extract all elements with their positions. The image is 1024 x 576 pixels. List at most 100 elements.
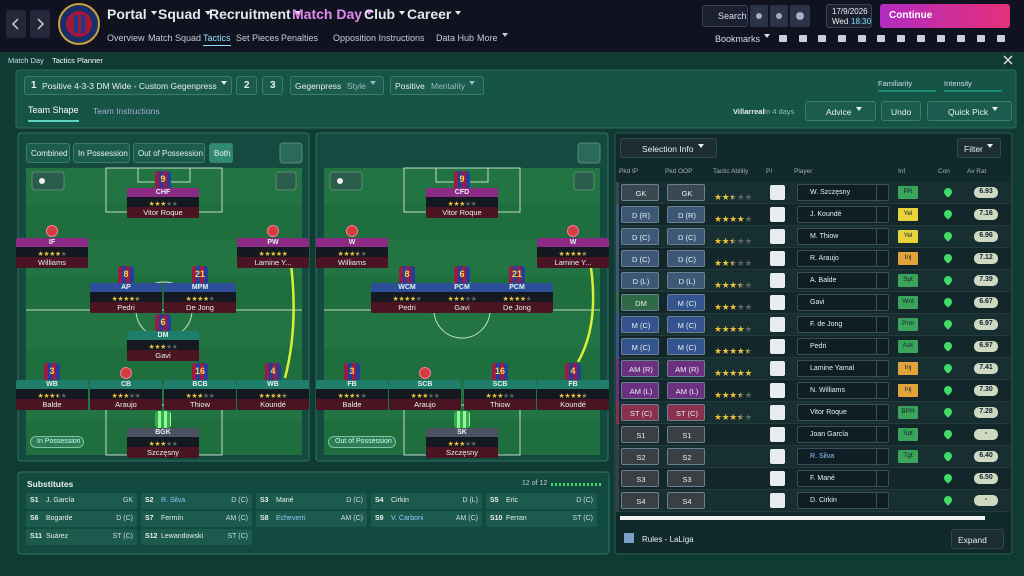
player-card[interactable]: BCB ★★★★★ Thiow <box>164 380 236 410</box>
action-button[interactable]: Undo <box>881 101 921 121</box>
nav-item[interactable]: Club <box>364 6 405 22</box>
subnav-item[interactable]: Overview <box>107 33 145 43</box>
action-button[interactable]: Advice <box>805 101 876 121</box>
subnav-item[interactable]: Data Hub <box>436 33 475 43</box>
player-card[interactable]: PW ★★★★★ Lamine Y... <box>237 238 309 268</box>
style-select[interactable]: Gegenpress Style <box>290 76 384 95</box>
player-select[interactable]: Joan García <box>797 426 889 443</box>
pi-button[interactable] <box>770 251 785 266</box>
selection-info-button[interactable]: Selection Info <box>620 138 717 158</box>
pi-button[interactable] <box>770 207 785 222</box>
sub-slot[interactable]: S4 Cirkin D (L) <box>371 493 482 509</box>
player-select[interactable]: A. Balde <box>797 272 889 289</box>
player-card[interactable]: CFD ★★★★★ Vitor Roque <box>426 188 498 218</box>
shirt: 9 <box>454 171 470 188</box>
tactic-slot-button[interactable]: 2 <box>236 76 257 95</box>
player-card[interactable]: CHF ★★★★★ Vitor Roque <box>127 188 199 218</box>
pi-button[interactable] <box>770 449 785 464</box>
rating-text: - <box>984 496 988 503</box>
player-card[interactable]: IF ★★★★★ Williams <box>16 238 88 268</box>
player-select[interactable]: Pedri <box>797 338 889 355</box>
player-name: Araujo <box>90 399 162 410</box>
player-card[interactable]: BGK ★★★★★ Szczęsny <box>127 428 199 458</box>
pi-button[interactable] <box>770 361 785 376</box>
player-card[interactable]: WB ★★★★★ Koundé <box>237 380 309 410</box>
subnav-item[interactable]: More <box>477 33 508 43</box>
player-select[interactable]: D. Cirkin <box>797 492 889 509</box>
nav-item[interactable]: Recruitment <box>209 6 301 22</box>
player-card[interactable]: MPM ★★★★★ De Jong <box>164 283 236 313</box>
player-card[interactable]: WB ★★★★★ Balde <box>16 380 88 410</box>
pi-button[interactable] <box>770 493 785 508</box>
sub-slot[interactable]: S11 Suárez ST (C) <box>26 529 137 545</box>
pi-button[interactable] <box>770 317 785 332</box>
shape-toggle[interactable]: Out of Possession <box>133 143 205 163</box>
sub-slot[interactable]: S1 J. García GK <box>26 493 137 509</box>
pi-button[interactable] <box>770 339 785 354</box>
star-row: ★★★★★ <box>16 389 88 400</box>
sub-slot[interactable]: S7 Fermín AM (C) <box>141 511 252 527</box>
bookmarks[interactable]: Bookmarks <box>715 34 770 44</box>
continue-button[interactable]: Continue <box>880 4 1010 28</box>
tactic-select[interactable]: 1 Positive 4-3-3 DM Wide - Custom Gegenpr… <box>24 76 232 95</box>
subnav-item[interactable]: Set Pieces <box>236 33 280 43</box>
player-select[interactable]: Vitor Roque <box>797 404 889 421</box>
pi-button[interactable] <box>770 427 785 442</box>
subnav-item[interactable]: Match Squad <box>148 33 202 43</box>
player-card[interactable]: SCB ★★★★★ Thiow <box>464 380 536 410</box>
tab[interactable]: Team Instructions <box>93 106 160 116</box>
subnav-item[interactable]: Penalties <box>281 33 319 43</box>
player-card[interactable]: CB ★★★★★ Araujo <box>90 380 162 410</box>
search-button[interactable]: Search <box>702 5 748 27</box>
player-card[interactable]: FB ★★★★★ Koundé <box>537 380 609 410</box>
pi-button[interactable] <box>770 405 785 420</box>
filter-button[interactable]: Filter <box>957 138 1001 158</box>
player-card[interactable]: W ★★★★★ Williams <box>316 238 388 268</box>
player-select[interactable]: J. Koundé <box>797 206 889 223</box>
pi-button[interactable] <box>770 185 785 200</box>
player-select[interactable]: M. Thiow <box>797 228 889 245</box>
player-card[interactable]: DM ★★★★★ Gavi <box>127 331 199 361</box>
player-select[interactable]: R. Silva <box>797 448 889 465</box>
player-card[interactable]: SK ★★★★★ Szczęsny <box>426 428 498 458</box>
sub-slot[interactable]: S3 Mané D (C) <box>256 493 367 509</box>
player-select[interactable]: Lamine Yamal <box>797 360 889 377</box>
subnav-item[interactable]: Tactics <box>203 33 231 46</box>
sub-slot[interactable]: S2 R. Silva D (C) <box>141 493 252 509</box>
sub-slot[interactable]: S12 Lewandowski ST (C) <box>141 529 252 545</box>
pi-button[interactable] <box>770 273 785 288</box>
player-card[interactable]: SCB ★★★★★ Araujo <box>389 380 461 410</box>
shape-toggle[interactable]: Both <box>209 143 233 163</box>
shape-toggle[interactable]: In Possession <box>73 143 130 163</box>
player-select[interactable]: W. Szczęsny <box>797 184 889 201</box>
player-card[interactable]: PCM ★★★★★ De Jong <box>481 283 553 313</box>
sub-slot[interactable]: S8 Echeverri AM (C) <box>256 511 367 527</box>
action-button[interactable]: Quick Pick <box>927 101 1012 121</box>
player-select[interactable]: Gavi <box>797 294 889 311</box>
pi-button[interactable] <box>770 471 785 486</box>
subnav-item[interactable]: Opposition Instructions <box>333 33 425 43</box>
player-select[interactable]: F. de Jong <box>797 316 889 333</box>
nav-item[interactable]: Career <box>407 6 461 22</box>
pi-button[interactable] <box>770 295 785 310</box>
sub-slot[interactable]: S5 Eric D (C) <box>486 493 597 509</box>
tab[interactable]: Team Shape <box>28 105 79 122</box>
pi-button[interactable] <box>770 229 785 244</box>
nav-item[interactable]: Squad <box>158 6 211 22</box>
tactic-slot-button[interactable]: 3 <box>262 76 283 95</box>
player-select[interactable]: N. Williams <box>797 382 889 399</box>
expand-button[interactable]: Expand <box>951 529 1004 549</box>
shape-toggle[interactable]: Combined <box>26 143 70 163</box>
nav-item[interactable]: Portal <box>107 6 157 22</box>
player-select[interactable]: F. Mané <box>797 470 889 487</box>
sub-slot[interactable]: S10 Ferran ST (C) <box>486 511 597 527</box>
nav-item[interactable]: Match Day <box>292 6 372 22</box>
player-select[interactable]: R. Araujo <box>797 250 889 267</box>
mentality-select[interactable]: Positive Mentality <box>390 76 484 95</box>
pi-button[interactable] <box>770 383 785 398</box>
sub-slot[interactable]: S9 V. Carboni AM (C) <box>371 511 482 527</box>
player-card[interactable]: FB ★★★★★ Balde <box>316 380 388 410</box>
player-card[interactable]: W ★★★★★ Lamine Y... <box>537 238 609 268</box>
sub-slot[interactable]: S6 Bogarde D (C) <box>26 511 137 527</box>
player-card[interactable]: AP ★★★★★ Pedri <box>90 283 162 313</box>
